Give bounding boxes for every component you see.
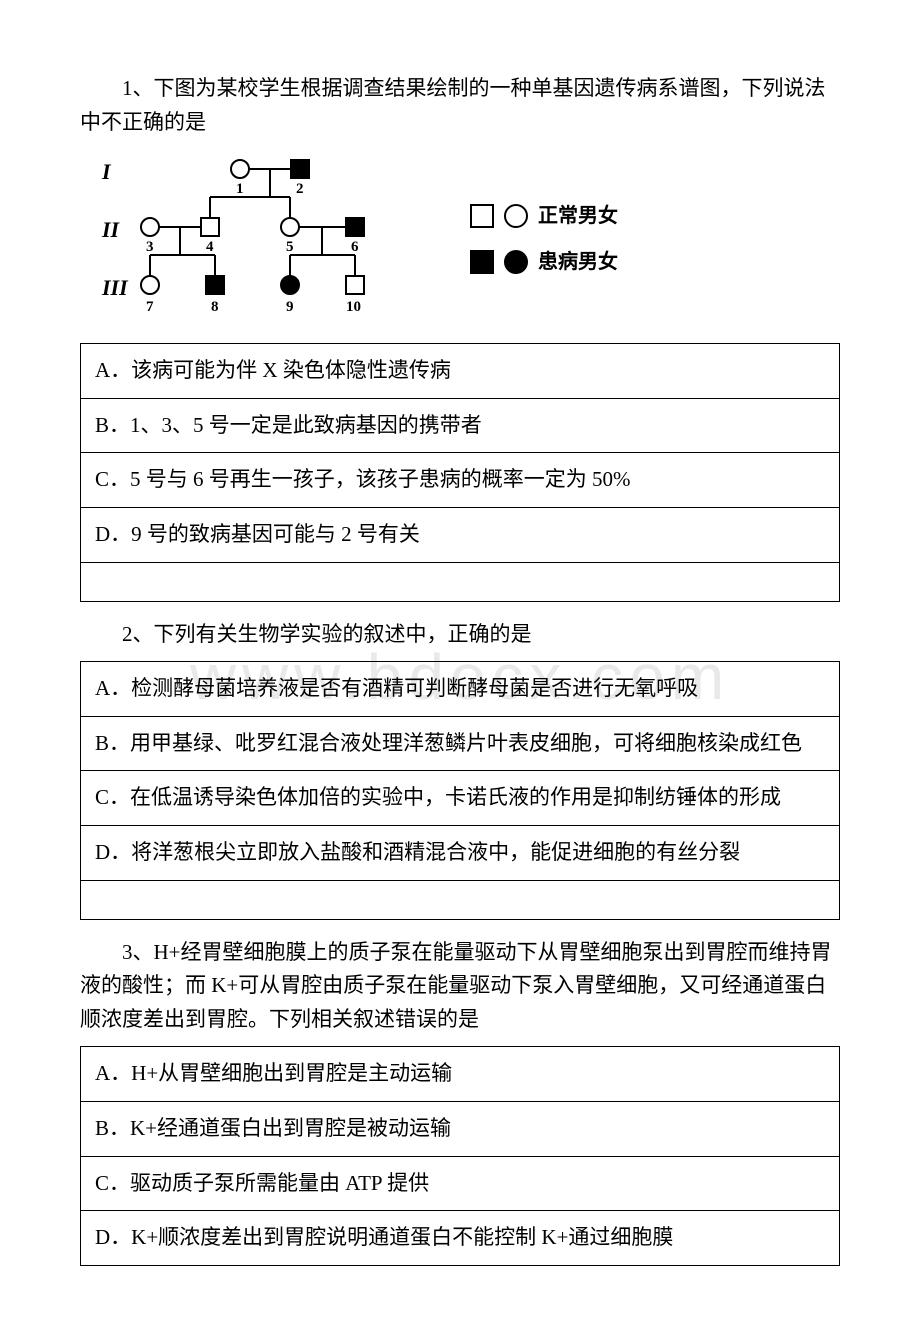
circle-filled-icon <box>504 250 528 274</box>
q3-opt-a: A．H+从胃壁细胞出到胃腔是主动运输 <box>81 1047 840 1102</box>
q2-prompt: 2、下列有关生物学实验的叙述中，正确的是 <box>80 618 840 652</box>
num-1: 1 <box>236 181 244 197</box>
node-1 <box>231 160 249 178</box>
q3-opt-b: B．K+经通道蛋白出到胃腔是被动运输 <box>81 1101 840 1156</box>
num-5: 5 <box>286 239 294 255</box>
q2-opt-b: B．用甲基绿、吡罗红混合液处理洋葱鳞片叶表皮细胞，可将细胞核染成红色 <box>81 716 840 771</box>
num-6: 6 <box>351 239 359 255</box>
q1-options-table: A．该病可能为伴 X 染色体隐性遗传病 B．1、3、5 号一定是此致病基因的携带… <box>80 343 840 601</box>
q3-prompt: 3、H+经胃壁细胞膜上的质子泵在能量驱动下从胃壁细胞泵出到胃腔而维持胃液的酸性；… <box>80 936 840 1037</box>
q3-opt-c: C．驱动质子泵所需能量由 ATP 提供 <box>81 1156 840 1211</box>
node-5 <box>281 218 299 236</box>
gen-label-1: I <box>101 159 112 184</box>
q1-opt-a: A．该病可能为伴 X 染色体隐性遗传病 <box>81 344 840 399</box>
node-10 <box>346 276 364 294</box>
legend-affected: 患病男女 <box>470 246 618 278</box>
legend-normal: 正常男女 <box>470 200 618 232</box>
square-filled-icon <box>470 250 494 274</box>
num-4: 4 <box>206 239 214 255</box>
node-4 <box>201 218 219 236</box>
num-7: 7 <box>146 299 154 315</box>
num-8: 8 <box>211 299 219 315</box>
gen-label-2: II <box>101 217 121 242</box>
num-10: 10 <box>346 299 361 315</box>
q2-opt-a: A．检测酵母菌培养液是否有酒精可判断酵母菌是否进行无氧呼吸 <box>81 662 840 717</box>
legend-affected-label: 患病男女 <box>538 246 618 278</box>
num-2: 2 <box>296 181 304 197</box>
node-6 <box>346 218 364 236</box>
q3-opt-d: D．K+顺浓度差出到胃腔说明通道蛋白不能控制 K+通过细胞膜 <box>81 1211 840 1266</box>
node-8 <box>206 276 224 294</box>
q3-options-table: A．H+从胃壁细胞出到胃腔是主动运输 B．K+经通道蛋白出到胃腔是被动运输 C．… <box>80 1046 840 1265</box>
q2-options-table: A．检测酵母菌培养液是否有酒精可判断酵母菌是否进行无氧呼吸 B．用甲基绿、吡罗红… <box>80 661 840 919</box>
pedigree-figure: I II III 1 2 3 4 5 6 <box>90 149 840 329</box>
pedigree-legend: 正常男女 患病男女 <box>470 200 618 278</box>
num-3: 3 <box>146 239 154 255</box>
num-9: 9 <box>286 299 294 315</box>
node-9 <box>281 276 299 294</box>
q1-prompt: 1、下图为某校学生根据调查结果绘制的一种单基因遗传病系谱图，下列说法中不正确的是 <box>80 72 840 139</box>
legend-normal-label: 正常男女 <box>538 200 618 232</box>
q2-opt-blank <box>81 880 840 919</box>
node-7 <box>141 276 159 294</box>
gen-label-3: III <box>101 275 129 300</box>
circle-open-icon <box>504 204 528 228</box>
square-open-icon <box>470 204 494 228</box>
q1-opt-c: C．5 号与 6 号再生一孩子，该孩子患病的概率一定为 50% <box>81 453 840 508</box>
pedigree-svg: I II III 1 2 3 4 5 6 <box>90 149 410 329</box>
q1-opt-b: B．1、3、5 号一定是此致病基因的携带者 <box>81 398 840 453</box>
q1-opt-blank <box>81 562 840 601</box>
q2-opt-c: C．在低温诱导染色体加倍的实验中，卡诺氏液的作用是抑制纺锤体的形成 <box>81 771 840 826</box>
node-2 <box>291 160 309 178</box>
q1-opt-d: D．9 号的致病基因可能与 2 号有关 <box>81 507 840 562</box>
q2-opt-d: D．将洋葱根尖立即放入盐酸和酒精混合液中，能促进细胞的有丝分裂 <box>81 825 840 880</box>
node-3 <box>141 218 159 236</box>
